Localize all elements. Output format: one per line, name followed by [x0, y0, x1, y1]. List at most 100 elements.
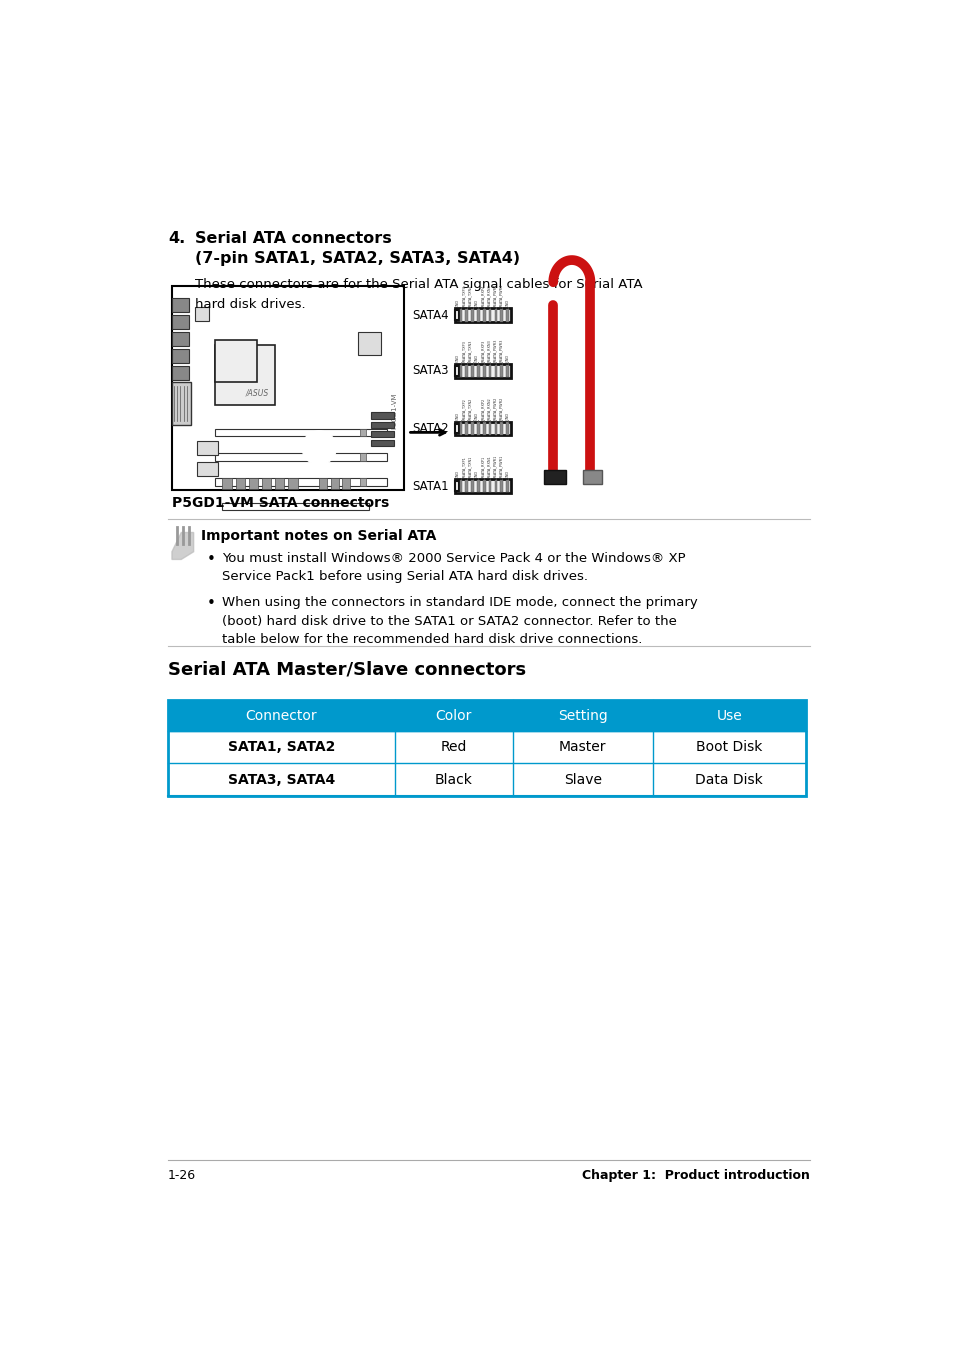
Bar [506, 309, 508, 322]
Bar [459, 309, 462, 322]
Text: P5GD1-VM: P5GD1-VM [391, 392, 397, 428]
Text: Boot Disk: Boot Disk [696, 740, 761, 754]
Bar [214, 346, 274, 405]
Bar [582, 470, 601, 484]
Bar [371, 412, 394, 419]
Text: RSATA_TXP4: RSATA_TXP4 [461, 285, 466, 307]
Text: GND: GND [456, 470, 459, 478]
Bar [455, 366, 459, 376]
Text: RSATA_TXN1: RSATA_TXN1 [468, 455, 472, 478]
Text: RSATA_TXN4: RSATA_TXN4 [468, 285, 472, 307]
Bar [172, 332, 189, 346]
Bar [465, 309, 468, 322]
Bar [471, 365, 474, 377]
Bar [488, 309, 491, 322]
Text: RSATA_TXP3: RSATA_TXP3 [461, 340, 466, 362]
Text: GND: GND [505, 412, 509, 420]
Text: SATA4: SATA4 [412, 309, 448, 322]
Bar [471, 309, 474, 322]
Text: Red: Red [440, 740, 466, 754]
Text: P5GD1-VM SATA connectors: P5GD1-VM SATA connectors [172, 496, 389, 511]
Text: SATA1: SATA1 [412, 480, 448, 493]
Bar [494, 423, 497, 435]
Bar [482, 423, 485, 435]
Text: RSATA_PWR3: RSATA_PWR3 [498, 339, 503, 362]
Text: Serial ATA connectors: Serial ATA connectors [195, 231, 392, 246]
Bar [214, 340, 257, 382]
Bar [455, 311, 459, 320]
Bar [499, 365, 502, 377]
Bar [499, 423, 502, 435]
Bar [168, 700, 805, 796]
Text: table below for the recommended hard disk drive connections.: table below for the recommended hard dis… [222, 634, 642, 646]
Bar [455, 422, 510, 435]
Bar [195, 307, 209, 320]
Bar [249, 478, 257, 489]
Text: (boot) hard disk drive to the SATA1 or SATA2 connector. Refer to the: (boot) hard disk drive to the SATA1 or S… [222, 615, 677, 628]
Bar [172, 366, 189, 380]
Bar [360, 453, 366, 461]
Text: RSATA_PWR4: RSATA_PWR4 [493, 284, 497, 307]
Text: SATA1, SATA2: SATA1, SATA2 [228, 740, 335, 754]
Text: SATA2: SATA2 [412, 422, 448, 435]
Bar [172, 286, 404, 490]
Text: RSATA_RXN4: RSATA_RXN4 [486, 284, 491, 307]
Bar [488, 480, 491, 493]
Text: GND: GND [456, 354, 459, 362]
Text: hard disk drives.: hard disk drives. [195, 299, 306, 312]
Text: GND: GND [456, 299, 459, 307]
Text: 4.: 4. [168, 231, 185, 246]
Bar [360, 478, 366, 485]
Bar [506, 365, 508, 377]
Text: Use: Use [716, 709, 741, 723]
Bar [342, 478, 350, 489]
Bar [459, 365, 462, 377]
Bar [465, 423, 468, 435]
Text: RSATA_RXN3: RSATA_RXN3 [486, 339, 491, 362]
Bar [494, 309, 497, 322]
Bar [168, 763, 805, 796]
Text: RSATA_RXN2: RSATA_RXN2 [486, 397, 491, 420]
Text: RSATA_PWR2: RSATA_PWR2 [498, 397, 503, 420]
Bar [214, 478, 387, 485]
Text: RSATA_RXP2: RSATA_RXP2 [480, 397, 484, 420]
Bar [319, 478, 327, 489]
Bar [476, 365, 479, 377]
Text: RSATA_RXP3: RSATA_RXP3 [480, 340, 484, 362]
Bar [331, 478, 338, 489]
Bar [455, 480, 510, 493]
Bar [543, 470, 565, 484]
Bar [465, 480, 468, 493]
Bar [214, 428, 387, 436]
Text: RSATA_PWR4: RSATA_PWR4 [498, 284, 503, 307]
Bar [459, 480, 462, 493]
Text: Important notes on Serial ATA: Important notes on Serial ATA [200, 528, 436, 543]
Bar [371, 440, 394, 446]
Bar [482, 309, 485, 322]
Text: These connectors are for the Serial ATA signal cables for Serial ATA: These connectors are for the Serial ATA … [195, 278, 642, 292]
Bar [371, 422, 394, 428]
Bar [172, 299, 189, 312]
Bar [471, 423, 474, 435]
Text: 1-26: 1-26 [168, 1169, 196, 1182]
Text: RSATA_TXN2: RSATA_TXN2 [468, 397, 472, 420]
Text: GND: GND [456, 412, 459, 420]
Bar [222, 478, 232, 489]
Text: Black: Black [435, 773, 472, 786]
Bar [476, 480, 479, 493]
Bar [371, 431, 394, 436]
Text: GND: GND [505, 470, 509, 478]
Bar [261, 478, 271, 489]
Bar [222, 503, 369, 511]
Bar [196, 462, 218, 477]
Bar [455, 481, 459, 492]
Text: RSATA_RXN1: RSATA_RXN1 [486, 455, 491, 478]
Text: RSATA_PWR1: RSATA_PWR1 [498, 454, 503, 478]
Bar [506, 480, 508, 493]
Text: RSATA_RXP4: RSATA_RXP4 [480, 285, 484, 307]
Text: Chapter 1:  Product introduction: Chapter 1: Product introduction [581, 1169, 809, 1182]
Bar [488, 365, 491, 377]
Text: Serial ATA Master/Slave connectors: Serial ATA Master/Slave connectors [168, 661, 526, 678]
Text: GND: GND [474, 470, 478, 478]
Bar [455, 424, 459, 434]
